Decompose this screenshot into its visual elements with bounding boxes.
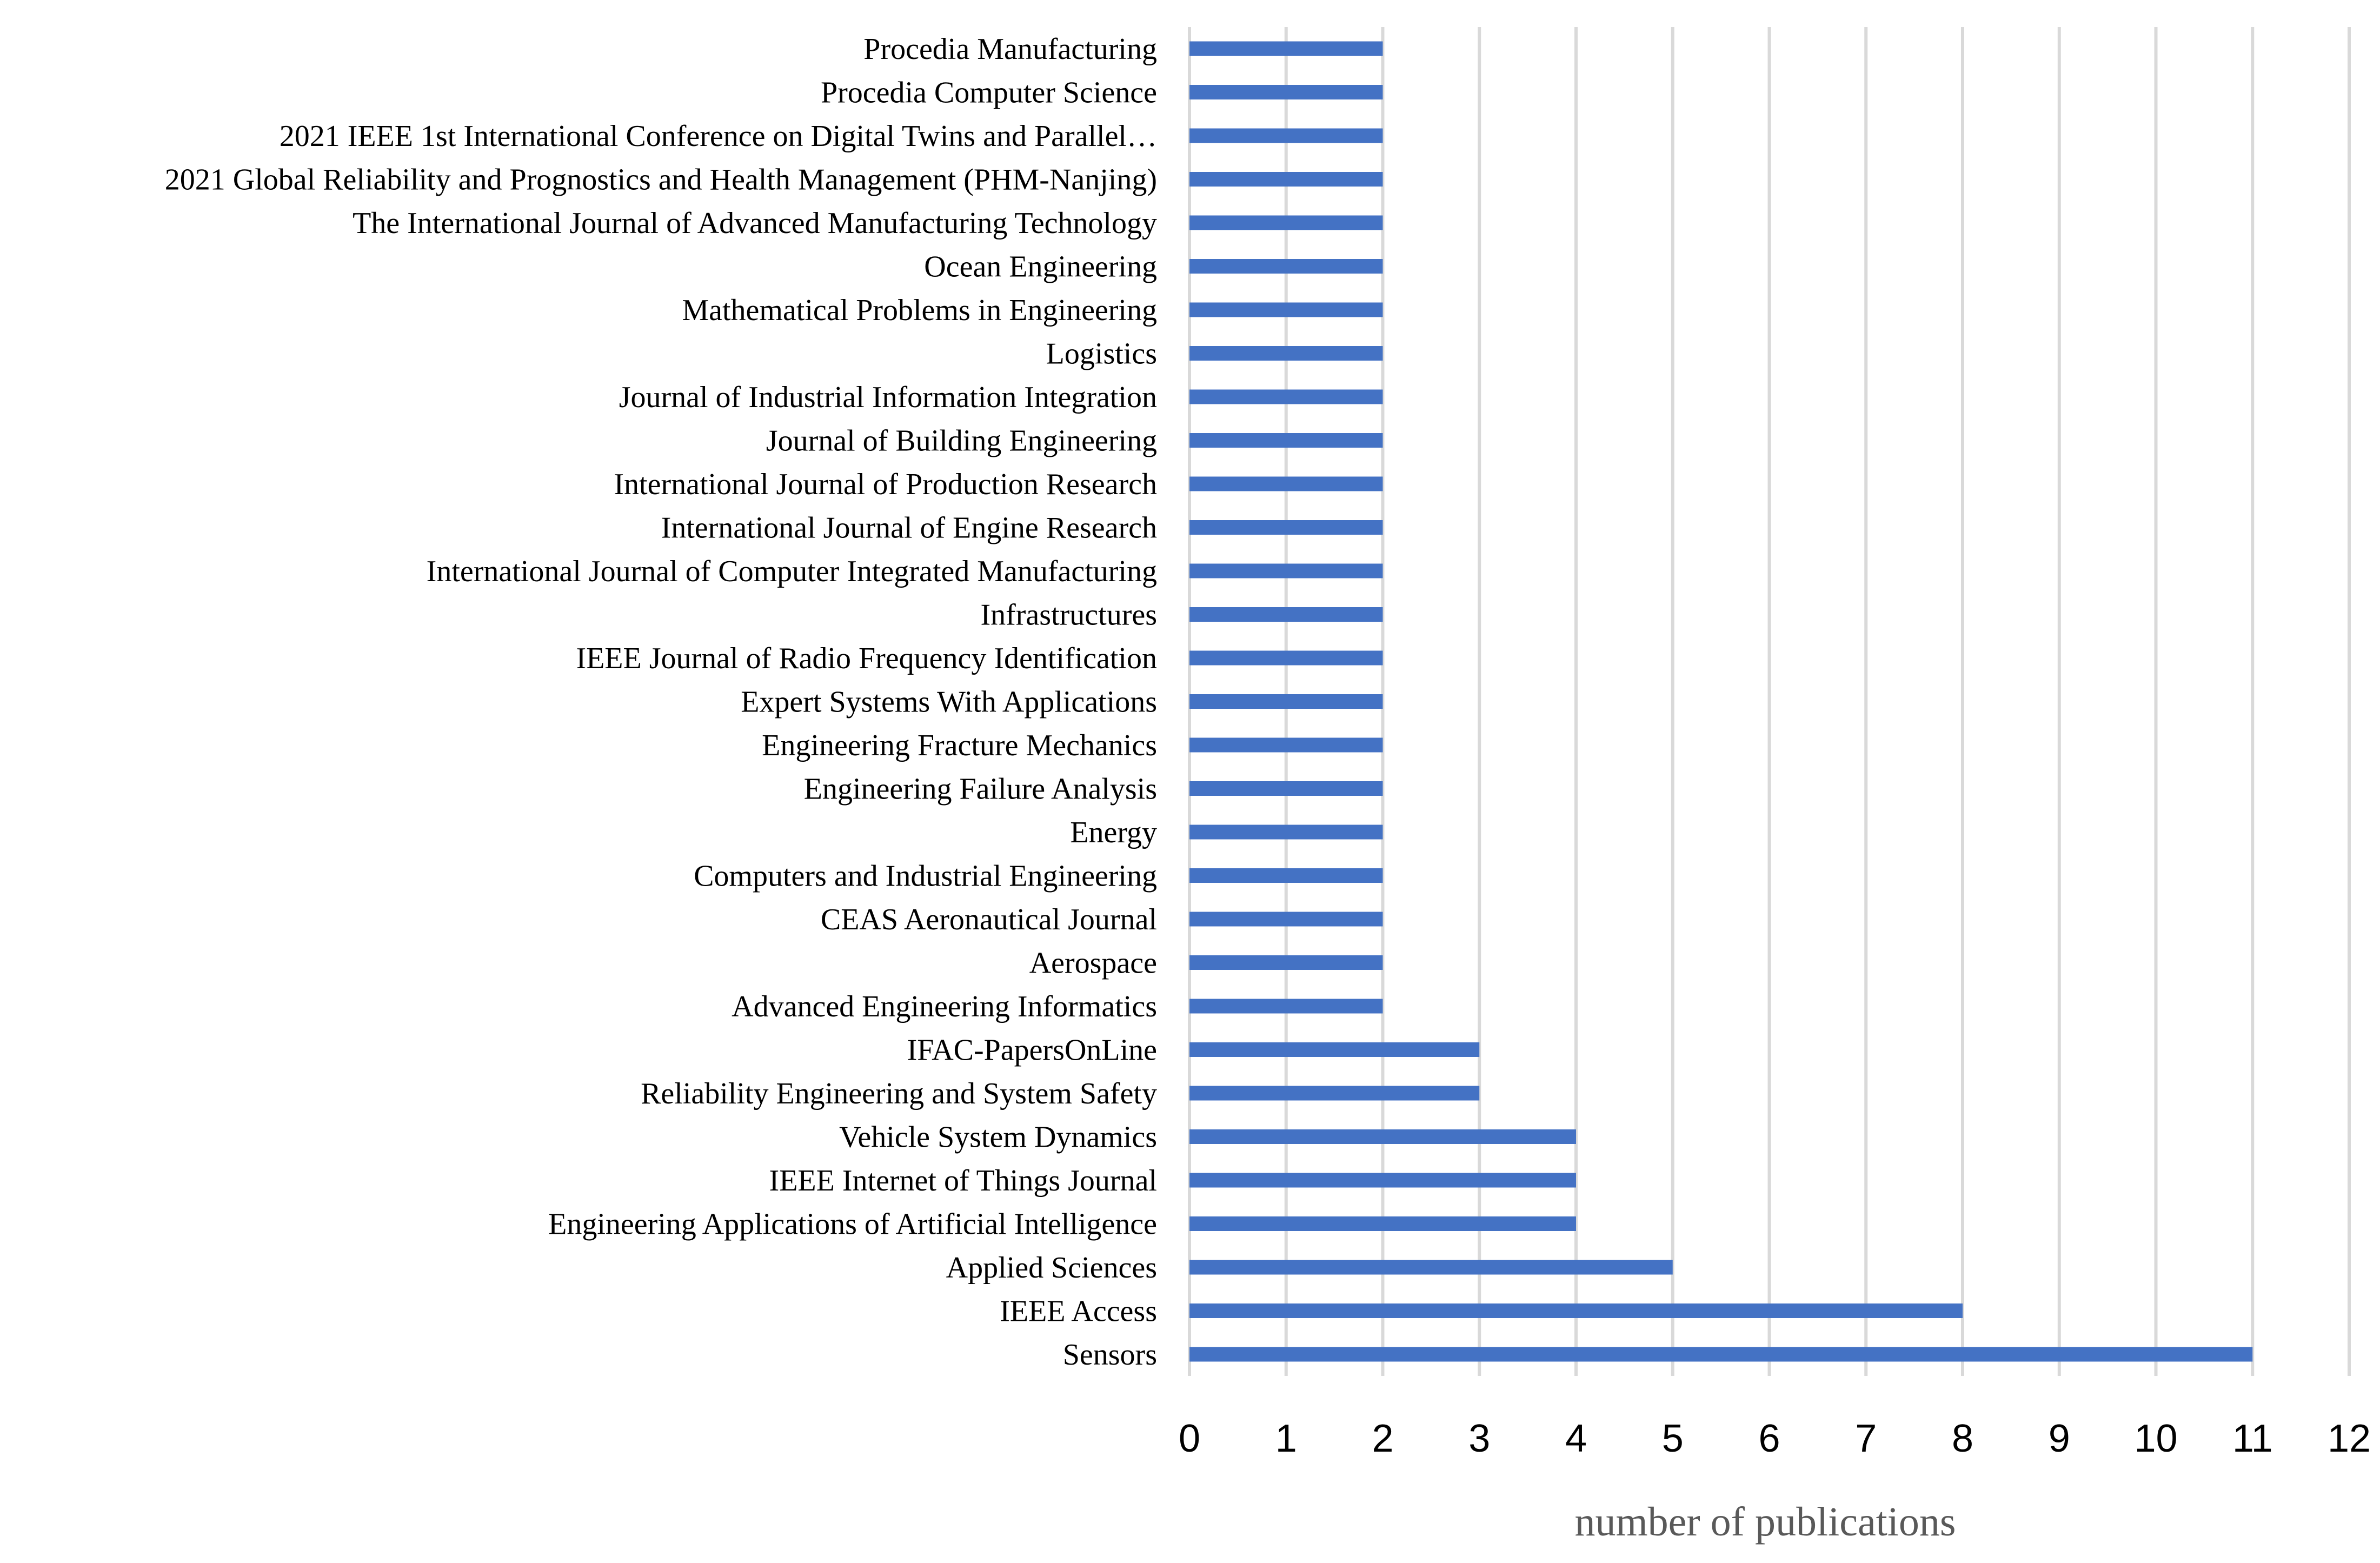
- x-tick-label: 4: [1565, 1417, 1587, 1460]
- category-label: CEAS Aeronautical Journal: [821, 903, 1157, 936]
- category-label: Expert Systems With Applications: [741, 686, 1157, 719]
- bar: [1189, 999, 1383, 1014]
- bar: [1189, 41, 1383, 56]
- category-label: Ocean Engineering: [924, 250, 1157, 284]
- category-label: IEEE Access: [1000, 1295, 1157, 1328]
- category-label: Energy: [1070, 816, 1157, 849]
- category-label: Journal of Industrial Information Integr…: [619, 381, 1157, 414]
- category-label: International Journal of Computer Integr…: [427, 555, 1157, 588]
- category-label: 2021 Global Reliability and Prognostics …: [165, 163, 1157, 197]
- category-label: Computers and Industrial Engineering: [694, 860, 1157, 893]
- x-tick-label: 2: [1372, 1417, 1393, 1460]
- category-label: International Journal of Production Rese…: [614, 468, 1157, 501]
- bar: [1189, 607, 1383, 622]
- bar: [1189, 1347, 2253, 1362]
- bar: [1189, 476, 1383, 491]
- bar: [1189, 781, 1383, 796]
- bar: [1189, 433, 1383, 448]
- category-label: Engineering Fracture Mechanics: [762, 729, 1157, 762]
- x-tick-label: 1: [1275, 1417, 1297, 1460]
- bar: [1189, 215, 1383, 230]
- category-label: 2021 IEEE 1st International Conference o…: [280, 119, 1157, 153]
- category-label: Logistics: [1046, 337, 1157, 371]
- category-label: Journal of Building Engineering: [766, 424, 1157, 458]
- x-tick-label: 5: [1662, 1417, 1684, 1460]
- bar: [1189, 694, 1383, 709]
- bar: [1189, 1260, 1673, 1275]
- x-tick-labels: 0 1 2 3 4 5 6 7 8 9 10 11 12: [1179, 1417, 2371, 1460]
- bar: [1189, 389, 1383, 404]
- bar: [1189, 1303, 1963, 1318]
- category-labels: Procedia Manufacturing Procedia Computer …: [165, 32, 1157, 1372]
- bar: [1189, 85, 1383, 99]
- category-label: Vehicle System Dynamics: [839, 1121, 1157, 1154]
- category-label: IFAC-PapersOnLine: [907, 1034, 1157, 1067]
- bar: [1189, 128, 1383, 143]
- bar: [1189, 1042, 1480, 1057]
- category-label: Procedia Manufacturing: [863, 32, 1157, 66]
- x-tick-label: 0: [1179, 1417, 1200, 1460]
- bar: [1189, 737, 1383, 753]
- bar: [1189, 1173, 1576, 1188]
- category-label: International Journal of Engine Research: [661, 511, 1157, 545]
- bar: [1189, 650, 1383, 666]
- category-label: Procedia Computer Science: [821, 76, 1157, 110]
- x-tick-label: 6: [1758, 1417, 1780, 1460]
- x-tick-label: 9: [2049, 1417, 2070, 1460]
- bar: [1189, 1086, 1480, 1101]
- category-label: Infrastructures: [980, 598, 1157, 632]
- bar: [1189, 1129, 1576, 1144]
- category-label: Sensors: [1063, 1338, 1157, 1372]
- category-label: Engineering Applications of Artificial I…: [548, 1208, 1157, 1241]
- category-label: IEEE Journal of Radio Frequency Identifi…: [576, 642, 1157, 675]
- category-label: Reliability Engineering and System Safet…: [641, 1077, 1157, 1110]
- x-tick-label: 10: [2134, 1417, 2177, 1460]
- bar: [1189, 520, 1383, 535]
- bar: [1189, 955, 1383, 970]
- category-label: Applied Sciences: [946, 1251, 1157, 1285]
- x-tick-label: 12: [2328, 1417, 2371, 1460]
- bar: [1189, 259, 1383, 274]
- x-axis-title: number of publications: [1575, 1499, 1956, 1545]
- bar: [1189, 868, 1383, 883]
- bar: [1189, 172, 1383, 187]
- category-label: IEEE Internet of Things Journal: [769, 1164, 1157, 1198]
- x-tick-label: 3: [1468, 1417, 1490, 1460]
- x-tick-label: 7: [1855, 1417, 1877, 1460]
- bar: [1189, 563, 1383, 578]
- category-label: Engineering Failure Analysis: [804, 773, 1157, 806]
- bar: [1189, 912, 1383, 927]
- gridlines: [1188, 27, 2351, 1376]
- x-tick-label: 8: [1952, 1417, 1973, 1460]
- bars: [1189, 41, 2253, 1362]
- x-tick-label: 11: [2232, 1417, 2273, 1460]
- bar: [1189, 824, 1383, 840]
- bar: [1189, 1216, 1576, 1231]
- bar: [1189, 346, 1383, 361]
- category-label: The International Journal of Advanced Ma…: [353, 207, 1157, 240]
- category-label: Aerospace: [1029, 947, 1157, 980]
- bar: [1189, 302, 1383, 317]
- category-label: Mathematical Problems in Engineering: [682, 294, 1157, 327]
- category-label: Advanced Engineering Informatics: [732, 990, 1157, 1023]
